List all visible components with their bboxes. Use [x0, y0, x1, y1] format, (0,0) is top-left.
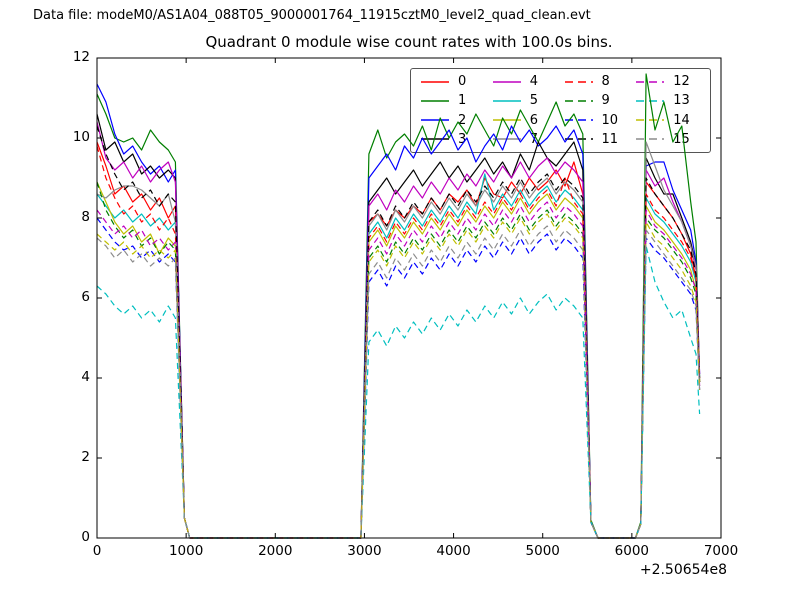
legend-entry-11: 11	[561, 133, 633, 146]
legend-label: 15	[673, 131, 690, 147]
x-axis-offset-label: +2.50654e8	[639, 562, 727, 578]
series-line-10	[96, 217, 701, 539]
legend-swatch-line	[492, 80, 521, 83]
legend-label: 10	[601, 112, 619, 128]
legend-entry-3: 3	[417, 133, 489, 146]
legend-entry-1: 1	[417, 94, 489, 107]
y-tick-label: 0	[81, 529, 90, 545]
legend-swatch-line	[421, 138, 449, 141]
legend-swatch-line	[421, 100, 449, 102]
series-line-2	[96, 83, 701, 539]
x-tick-label: 6000	[614, 543, 650, 559]
legend-entry-4: 4	[489, 75, 561, 88]
data-file-label: Data file: modeM0/AS1A04_088T05_90000017…	[33, 8, 591, 23]
legend-label: 5	[529, 93, 539, 109]
legend-entry-8: 8	[561, 75, 633, 88]
legend-swatch-line	[636, 138, 665, 141]
legend-label: 1	[458, 93, 467, 109]
x-tick-label: 2000	[258, 543, 293, 559]
series-line-13	[96, 245, 701, 539]
series-line-9	[96, 181, 701, 539]
legend-entry-12: 12	[632, 75, 704, 88]
series-line-5	[96, 173, 701, 539]
legend-entry-2: 2	[417, 114, 489, 127]
legend-entry-9: 9	[561, 94, 633, 107]
y-tick-label: 8	[81, 209, 90, 225]
legend-swatch-line	[564, 80, 593, 83]
series-line-6	[96, 181, 701, 539]
legend-swatch-line	[636, 119, 665, 121]
legend-label: 6	[529, 112, 539, 128]
legend-entry-5: 5	[489, 94, 561, 107]
legend-swatch-line	[564, 138, 593, 141]
chart-title: Quadrant 0 module wise count rates with …	[205, 33, 613, 51]
legend-label: 14	[673, 112, 690, 128]
x-tick-label: 1000	[168, 543, 204, 559]
y-tick-label: 6	[81, 289, 90, 305]
legend-label: 2	[458, 112, 467, 128]
legend-swatch-line	[564, 100, 593, 102]
series-line-1	[96, 73, 701, 539]
x-tick-label: 4000	[436, 543, 471, 559]
series-line-11	[96, 125, 701, 539]
series-line-15	[96, 225, 701, 539]
x-tick-label: 7000	[703, 543, 739, 559]
x-tick-label: 0	[92, 543, 102, 559]
series-line-7	[96, 141, 701, 539]
x-tick-label: 5000	[525, 543, 560, 559]
series-line-12	[96, 201, 701, 539]
legend-label: 8	[601, 74, 610, 90]
axes-frame	[96, 57, 722, 539]
legend-label: 11	[601, 131, 619, 147]
y-tick-label: 4	[81, 369, 90, 385]
series-line-0	[96, 141, 701, 539]
x-tick-label: 3000	[347, 543, 382, 559]
legend-swatch-line	[492, 100, 521, 102]
legend-label: 0	[458, 74, 467, 90]
legend-entry-15: 15	[632, 133, 704, 146]
series-line-8	[96, 145, 701, 539]
legend-swatch-line	[421, 119, 449, 121]
y-tick-label: 10	[72, 129, 90, 145]
legend-label: 12	[673, 74, 690, 90]
legend-entry-14: 14	[632, 114, 704, 127]
legend-label: 4	[529, 74, 539, 90]
legend-label: 9	[601, 93, 610, 109]
legend-entry-0: 0	[417, 75, 489, 88]
legend-swatch-line	[421, 80, 449, 83]
legend-label: 3	[458, 131, 467, 147]
series-line-3	[96, 113, 701, 539]
legend-swatch-line	[636, 80, 665, 83]
legend-label: 13	[673, 93, 690, 109]
y-tick-label: 2	[81, 449, 90, 465]
y-tick-label: 12	[72, 49, 90, 65]
